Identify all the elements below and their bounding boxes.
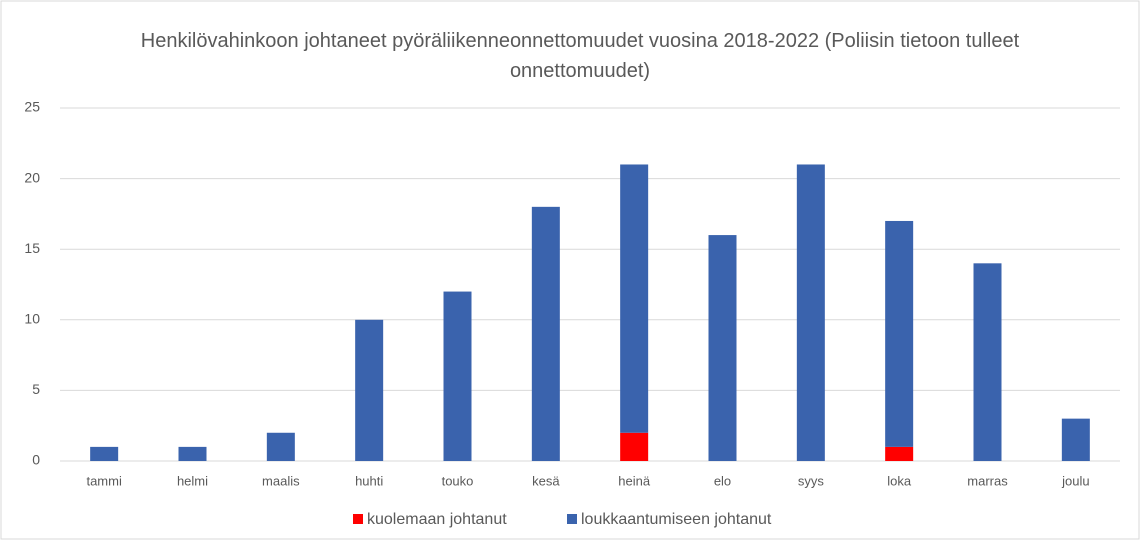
- y-tick-label: 5: [32, 381, 40, 397]
- legend-swatch: [567, 514, 577, 524]
- x-tick-label: touko: [442, 473, 474, 488]
- x-tick-label: marras: [967, 473, 1008, 488]
- x-tick-label: loka: [887, 473, 912, 488]
- x-tick-label: kesä: [532, 473, 560, 488]
- bar-segment: [90, 446, 119, 461]
- y-tick-label: 10: [24, 311, 40, 327]
- bar-segment: [973, 263, 1002, 461]
- bar-segment: [708, 235, 737, 461]
- x-tick-label: helmi: [177, 473, 208, 488]
- y-tick-label: 20: [24, 169, 40, 185]
- bar-segment: [885, 220, 914, 447]
- bar-segment: [266, 432, 295, 461]
- y-tick-label: 0: [32, 452, 40, 468]
- y-tick-label: 25: [24, 99, 40, 115]
- bar-segment: [178, 446, 207, 461]
- bar-segment: [620, 164, 649, 433]
- x-tick-label: heinä: [618, 473, 651, 488]
- legend-label: loukkaantumiseen johtanut: [581, 511, 772, 528]
- bar-segment: [531, 206, 560, 461]
- bar-segment: [1061, 418, 1090, 461]
- legend-label: kuolemaan johtanut: [367, 511, 507, 528]
- x-tick-label: joulu: [1061, 473, 1089, 488]
- chart-title: Henkilövahinkoon johtaneet pyöräliikenne…: [140, 30, 1020, 82]
- bar-segment: [620, 432, 649, 461]
- bar-segment: [355, 319, 384, 461]
- x-tick-label: syys: [798, 473, 825, 488]
- x-tick-label: elo: [714, 473, 731, 488]
- bar-segment: [443, 291, 472, 461]
- x-tick-label: huhti: [355, 473, 383, 488]
- x-tick-label: maalis: [262, 473, 300, 488]
- y-tick-label: 15: [24, 240, 40, 256]
- x-tick-label: tammi: [86, 473, 122, 488]
- bar-segment: [796, 164, 825, 462]
- bar-segment: [885, 446, 914, 461]
- legend-swatch: [353, 514, 363, 524]
